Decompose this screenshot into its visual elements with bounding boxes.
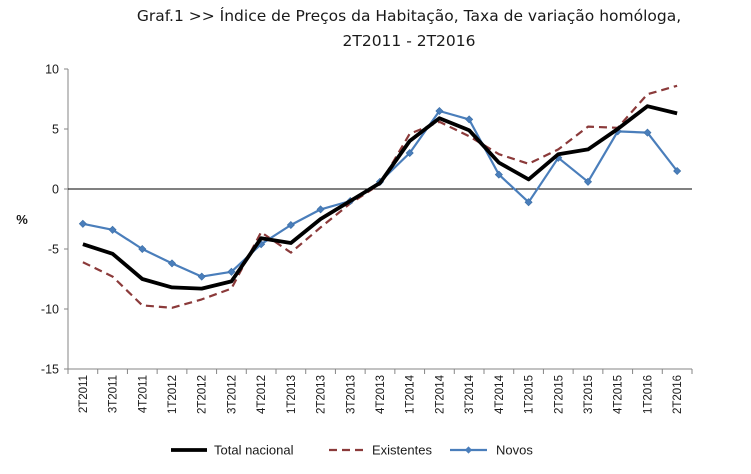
series-line-novos: [82, 109, 678, 278]
x-tick-label: 4T2014: [494, 374, 506, 414]
x-tick-label: 4T2013: [375, 375, 387, 414]
data-point-novos: [465, 115, 474, 124]
data-point-novos: [494, 170, 503, 179]
x-tick-label: 3T2013: [345, 375, 357, 414]
data-point-novos: [643, 128, 652, 137]
series-line-total-nacional: [82, 104, 678, 291]
data-point-novos: [435, 106, 444, 116]
series-line-existentes: [82, 84, 678, 309]
y-tick-label: -10: [41, 303, 59, 317]
data-point-novos: [316, 205, 325, 214]
y-tick-label: -5: [48, 243, 59, 257]
x-tick-label: 3T2011: [108, 375, 120, 413]
x-tick-label: 2T2013: [316, 375, 328, 414]
data-point-novos: [405, 148, 414, 158]
data-point-novos: [167, 259, 177, 268]
x-tick-label: 2T2011: [78, 375, 90, 413]
x-tick-label: 2T2015: [553, 375, 565, 414]
y-axis-label: %: [16, 212, 28, 227]
data-point-novos: [197, 272, 206, 281]
y-tick-label: -15: [41, 363, 59, 377]
data-point-novos: [524, 198, 533, 207]
data-point-novos: [286, 220, 295, 230]
x-tick-label: 4T2012: [256, 375, 268, 414]
chart-subtitle: 2T2011 - 2T2016: [343, 32, 476, 50]
x-tick-label: 1T2014: [405, 374, 417, 414]
x-tick-label: 1T2016: [642, 375, 654, 414]
data-point-novos: [583, 177, 593, 186]
x-tick-label: 1T2012: [167, 375, 179, 414]
legend-marker-novos: [464, 446, 473, 454]
data-point-novos: [138, 244, 147, 254]
x-tick-label: 3T2014: [464, 374, 476, 414]
legend-label-novos: Novos: [496, 443, 533, 458]
chart-title: Graf.1 >> Índice de Preços da Habitação,…: [137, 6, 681, 25]
legend-label-existentes: Existentes: [372, 443, 432, 458]
y-tick-label: 10: [45, 63, 59, 77]
x-tick-label: 2T2016: [672, 375, 684, 414]
data-point-novos: [673, 166, 682, 176]
data-point-novos: [227, 267, 236, 276]
x-tick-label: 4T2015: [613, 375, 625, 414]
data-point-novos: [78, 219, 87, 228]
x-tick-label: 2T2012: [197, 375, 209, 414]
x-tick-label: 3T2015: [583, 375, 595, 414]
x-tick-label: 1T2015: [524, 375, 536, 414]
x-tick-label: 2T2014: [434, 374, 446, 414]
y-tick-label: 0: [52, 183, 59, 197]
legend-label-total-nacional: Total nacional: [214, 443, 294, 458]
x-tick-label: 1T2013: [286, 375, 298, 414]
data-point-novos: [108, 225, 117, 234]
x-tick-label: 3T2012: [226, 375, 238, 414]
x-tick-label: 4T2011: [137, 375, 149, 413]
y-tick-label: 5: [52, 123, 59, 137]
